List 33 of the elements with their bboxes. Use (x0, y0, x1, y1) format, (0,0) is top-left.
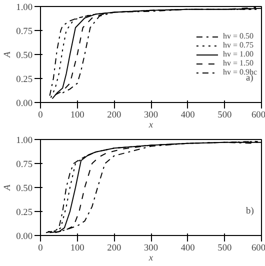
x-tick-label: 300 (144, 244, 158, 254)
x-tick-label: 600 (252, 244, 265, 254)
y-tick-label: 0.00 (16, 99, 33, 109)
y-tick-label: 1.00 (16, 136, 33, 146)
y-axis-title: A (3, 184, 14, 192)
y-tick-label: 0.50 (16, 184, 33, 194)
x-tick-label: 400 (180, 110, 196, 120)
x-tick-label: 100 (70, 110, 85, 120)
legend-label: hv = 0.75 (222, 40, 254, 50)
y-tick-label: 0.50 (16, 51, 33, 61)
x-axis-title: x (148, 120, 154, 130)
legend-label: hv = 1.00 (222, 50, 254, 58)
y-tick-label: 0.25 (16, 208, 33, 218)
x-tick-label: 0 (38, 110, 44, 120)
legend-label: hv = 1.50 (222, 58, 254, 68)
y-tick-label: 0.75 (16, 160, 33, 170)
y-tick-label: 0.00 (16, 232, 33, 242)
legend-label: hv = 0.50 (222, 32, 254, 40)
x-tick-label: 400 (180, 244, 196, 254)
x-tick-label: 500 (218, 244, 232, 254)
x-tick-label: 200 (107, 244, 122, 254)
y-tick-label: 1.00 (16, 3, 33, 13)
x-tick-label: 300 (144, 110, 158, 120)
x-tick-label: 200 (107, 110, 122, 120)
x-tick-label: 100 (70, 244, 85, 254)
x-axis-title: x (148, 254, 154, 264)
x-tick-label: 600 (252, 110, 265, 120)
x-tick-label: 500 (218, 110, 232, 120)
y-axis-title: A (3, 51, 14, 58)
y-tick-label: 0.75 (16, 27, 33, 37)
annotation: b) (246, 206, 254, 216)
x-tick-label: 0 (38, 244, 44, 254)
y-tick-label: 0.25 (16, 75, 33, 85)
